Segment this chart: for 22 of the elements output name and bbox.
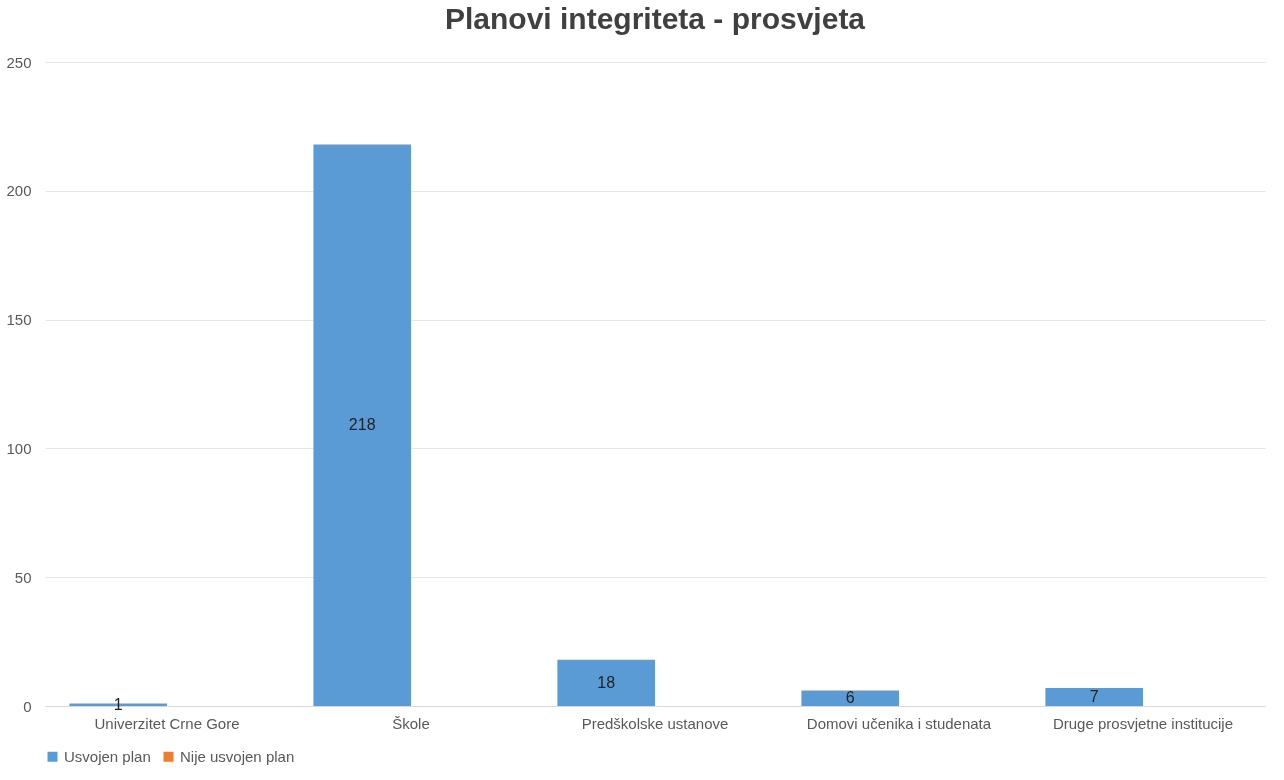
legend-label: Nije usvojen plan (180, 747, 295, 765)
bar (1045, 687, 1143, 706)
data-label: 218 (348, 416, 376, 434)
x-tick-label: Predškolske ustanove (581, 714, 729, 732)
x-tick-label: Škole (392, 714, 430, 732)
data-label: 18 (597, 673, 616, 691)
y-tick-label: 250 (6, 53, 32, 71)
bar (557, 659, 655, 706)
legend-label: Usvojen plan (64, 747, 151, 765)
bar (801, 690, 899, 706)
y-tick-label: 100 (6, 439, 32, 457)
y-tick-label: 0 (23, 697, 32, 715)
data-label: 7 (1089, 687, 1099, 705)
chart-title: Planovi integriteta - prosvjeta (444, 2, 866, 35)
y-tick-label: 150 (6, 311, 32, 329)
x-tick-label: Univerzitet Crne Gore (94, 714, 240, 732)
x-tick-label: Druge prosvjetne institucije (1052, 714, 1234, 732)
bar (313, 144, 411, 706)
data-label: 6 (845, 689, 855, 707)
y-tick-label: 50 (14, 568, 32, 586)
x-tick-label: Domovi učenika i studenata (806, 714, 992, 732)
y-tick-label: 200 (6, 182, 32, 200)
